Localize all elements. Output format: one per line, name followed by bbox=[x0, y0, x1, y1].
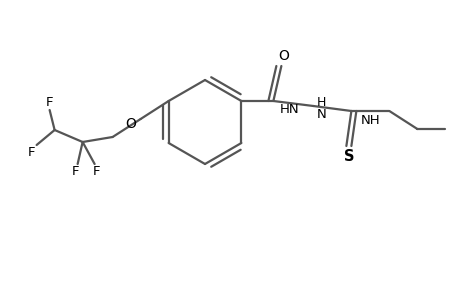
Text: S: S bbox=[343, 148, 354, 164]
Text: HN: HN bbox=[279, 103, 298, 116]
Text: F: F bbox=[72, 164, 79, 178]
Text: F: F bbox=[28, 146, 35, 158]
Text: O: O bbox=[277, 49, 288, 63]
Text: NH: NH bbox=[360, 113, 379, 127]
Text: N: N bbox=[316, 107, 325, 121]
Text: H: H bbox=[316, 95, 325, 109]
Text: O: O bbox=[125, 117, 136, 131]
Text: F: F bbox=[46, 95, 53, 109]
Text: F: F bbox=[93, 164, 100, 178]
